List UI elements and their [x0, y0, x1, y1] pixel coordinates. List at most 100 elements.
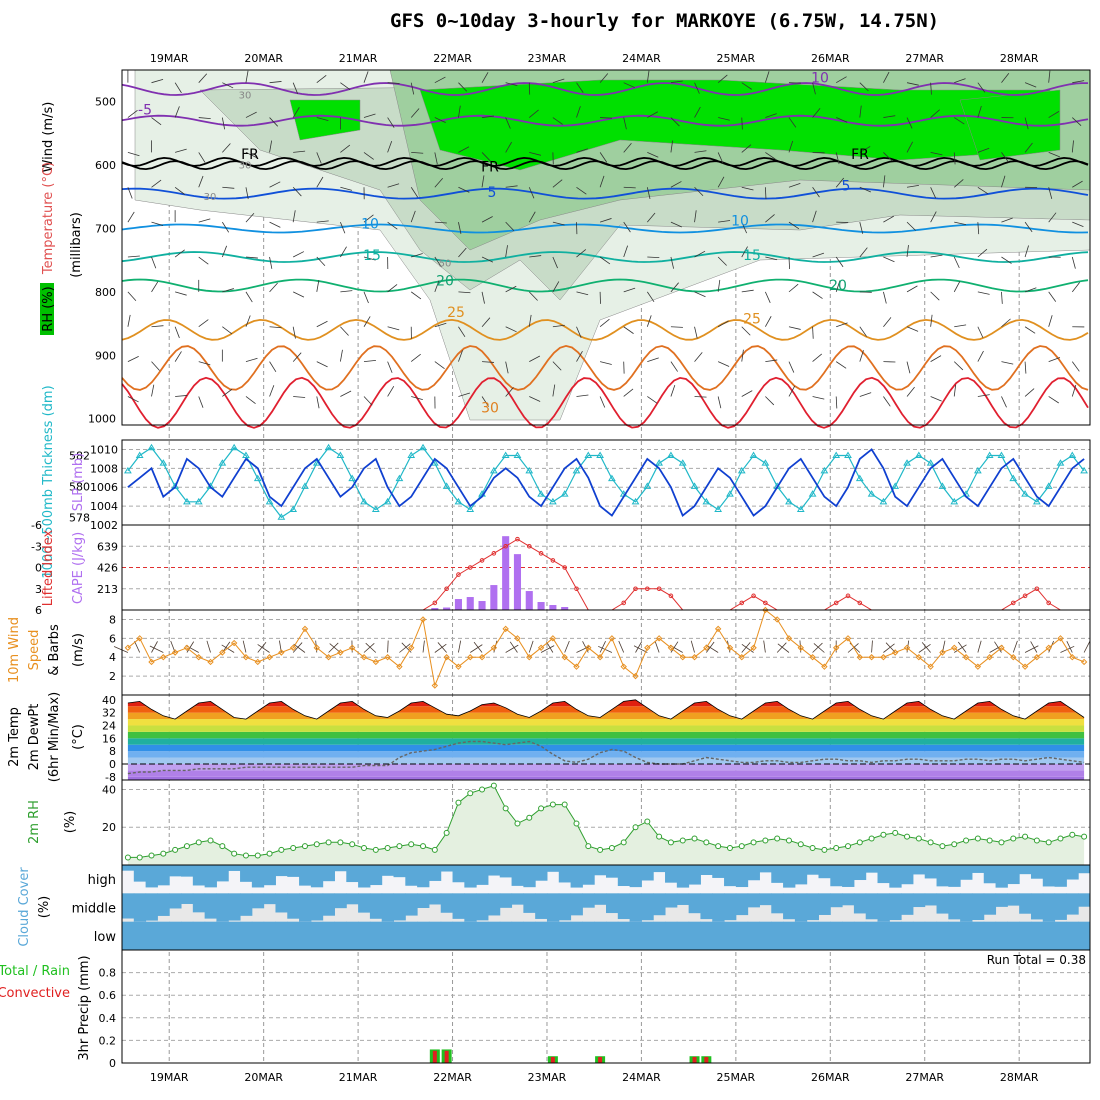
cloud-row-label: high	[88, 873, 116, 888]
cloud-middle	[440, 893, 454, 913]
cloud-high	[936, 865, 949, 887]
slp-line	[127, 448, 1085, 518]
wind-barb	[505, 387, 514, 397]
li-point	[562, 565, 567, 570]
cloud-middle	[299, 893, 312, 922]
thickness-point	[1080, 466, 1088, 474]
day-label-top: 28MAR	[1000, 52, 1039, 65]
wind-barb	[481, 152, 491, 162]
cloud-middle	[157, 893, 170, 916]
rh2m-point	[384, 845, 391, 851]
wind10-point	[160, 654, 167, 661]
wind-barb	[906, 82, 919, 86]
wind-barb	[505, 141, 513, 153]
wind10-barb	[434, 643, 447, 653]
thickness-point	[395, 474, 404, 482]
wind-barb	[458, 326, 466, 338]
thickness-point	[159, 459, 168, 466]
wind-barb	[198, 319, 209, 328]
wind10-barb	[292, 642, 303, 653]
thickness-point	[501, 451, 510, 458]
wind-barb	[434, 322, 447, 328]
wind-barb	[835, 361, 847, 369]
rh2m-point	[833, 845, 840, 851]
thickness-point	[253, 474, 262, 482]
wind10-tick: 2	[109, 670, 116, 683]
wind-barb	[245, 212, 255, 223]
wind-barb	[387, 140, 393, 153]
wind-barb	[859, 392, 872, 397]
wind10-point	[832, 644, 840, 651]
wind-barb	[174, 249, 185, 258]
cloud-high	[133, 865, 147, 882]
wind10-point	[514, 635, 521, 642]
wind-barb	[316, 152, 322, 164]
temp-band	[127, 712, 1085, 720]
thickness-point	[560, 490, 569, 497]
day-label-bottom: 25MAR	[717, 1071, 756, 1084]
wind-barb	[1048, 357, 1061, 362]
wind-barb	[434, 76, 446, 84]
wind-barb	[529, 152, 542, 156]
run-total: Run Total = 0.38	[987, 953, 1086, 967]
wind10-point	[171, 649, 179, 656]
cape-panel	[122, 536, 1090, 611]
cloud-middle	[204, 893, 217, 919]
wind-barb	[1048, 315, 1053, 327]
wind-barb	[906, 361, 911, 374]
wind10-point	[1080, 658, 1088, 666]
li-point	[739, 600, 745, 606]
wind-barb	[151, 78, 164, 84]
wind10-barb	[1024, 645, 1039, 653]
cape-bar	[561, 607, 569, 610]
temp-band	[127, 706, 1085, 713]
wind10-point	[785, 635, 793, 642]
contour-label: 15	[743, 248, 761, 264]
cloud-low	[818, 921, 831, 950]
cloud-middle	[665, 893, 678, 908]
cloud-high	[228, 865, 241, 871]
wind10-barb	[977, 640, 982, 653]
wind10-point	[892, 649, 899, 656]
wind10-point	[526, 654, 533, 661]
wind-barb	[1024, 326, 1036, 334]
wind-barb	[717, 256, 727, 266]
panel-frame	[121, 69, 1091, 426]
cloud-low	[971, 921, 985, 950]
rh2m-point	[904, 833, 911, 840]
wind-barb	[434, 152, 438, 165]
wind-barb	[434, 117, 446, 123]
wind-barb	[316, 256, 326, 267]
temp-contour	[121, 160, 1089, 171]
rh2m-point	[951, 841, 958, 848]
wind10-label-c: & Barbs	[47, 624, 62, 676]
cloud-middle	[546, 893, 560, 922]
wind-barb	[363, 152, 374, 160]
cloud-low	[747, 921, 760, 950]
wind-barb	[765, 256, 778, 261]
wind10-point	[762, 606, 769, 614]
wind-barb	[269, 326, 282, 329]
wind-barb	[410, 353, 421, 362]
wind10-barb	[670, 641, 679, 653]
cloud-middle	[322, 893, 335, 916]
wind10-point	[585, 644, 592, 651]
wind-label: Wind (m/s)	[41, 102, 56, 173]
wind-barb	[505, 117, 511, 129]
wind10-point	[573, 663, 580, 670]
wind-barb	[410, 187, 419, 198]
cloud-low	[511, 921, 524, 950]
wind10-point	[1057, 635, 1064, 642]
cloud-low	[806, 921, 819, 950]
wind10-barb	[918, 643, 931, 653]
dewpt-line	[127, 740, 1085, 775]
cloud-middle	[912, 893, 926, 908]
cape-bar	[431, 608, 439, 610]
wind-barb	[1024, 117, 1029, 130]
precip-conv-bar	[692, 1056, 697, 1063]
wind10-barb	[293, 643, 306, 653]
cloud-middle	[523, 893, 536, 913]
thickness-point	[548, 497, 557, 505]
wind-barb	[741, 144, 752, 153]
wind-barb	[1001, 396, 1007, 408]
